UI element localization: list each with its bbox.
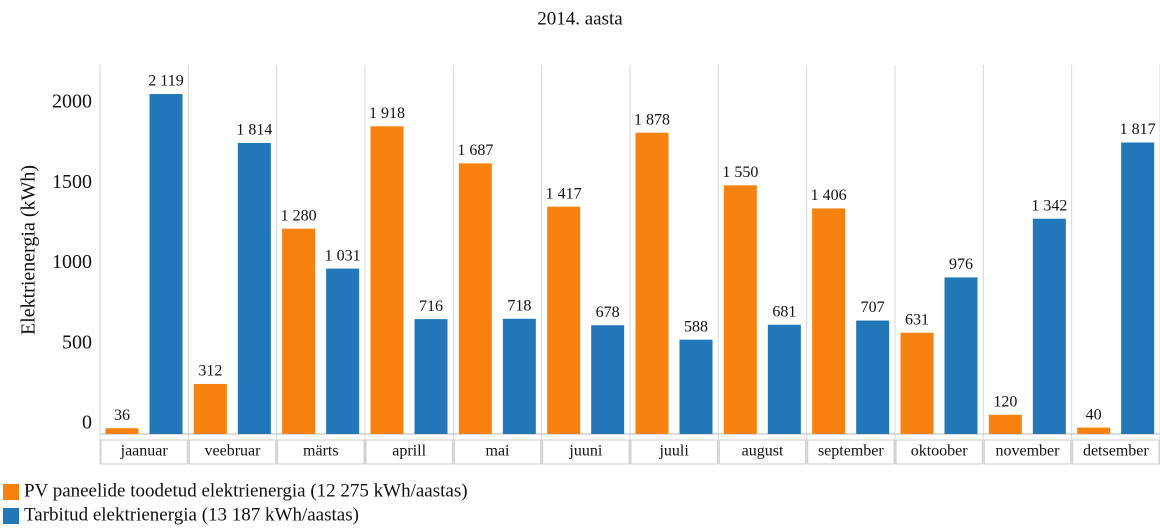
x-tick-label: detsember [1083,443,1149,460]
category-box [188,439,277,465]
bar [149,94,183,434]
legend-label: PV paneelide toodetud elektrienergia (12… [24,480,468,501]
value-label: 681 [772,303,796,320]
y-tick-label: 500 [62,331,92,353]
value-label: 36 [114,407,130,424]
category-box [100,439,188,465]
value-label: 1 814 [236,122,272,139]
value-label: 40 [1086,406,1102,423]
bar [326,268,360,434]
y-axis-label: Elektrienergia (kWh) [18,165,40,335]
bar [591,325,625,434]
value-label: 1 417 [546,185,582,202]
value-label: 718 [507,297,531,314]
legend-swatch [3,484,19,500]
value-label: 1 878 [634,111,670,128]
y-tick-label: 2000 [52,91,92,113]
bar [1077,427,1111,434]
value-label: 976 [949,256,973,273]
bar [944,277,978,434]
category-box [277,439,365,465]
x-tick-label: oktoober [911,443,969,460]
y-tick-label: 1500 [52,171,92,193]
value-label: 1 817 [1120,121,1156,138]
value-label: 588 [684,318,708,335]
category-box [895,439,983,465]
category-box [542,439,630,465]
category-box [1072,439,1160,465]
category-box [807,439,895,465]
value-label: 707 [861,299,885,316]
bar [282,228,316,434]
category-box [983,439,1072,465]
value-label: 631 [905,311,929,328]
category-box [453,439,542,465]
x-tick-label: jaanuar [120,443,169,460]
bar [414,319,448,434]
y-tick-label: 0 [82,412,92,434]
value-label: 1 280 [281,207,317,224]
bar [547,206,581,434]
x-tick-label: märts [303,443,339,460]
bar [767,324,801,434]
bar [856,320,890,434]
value-label: 1 550 [722,164,758,181]
x-tick-label: mai [486,443,511,460]
value-label: 120 [993,393,1017,410]
x-tick-label: august [742,443,784,460]
x-tick-label: veebruar [205,443,262,460]
bar [1032,218,1066,434]
value-label: 1 342 [1031,197,1067,214]
value-label: 1 031 [325,247,361,264]
bar [502,318,536,434]
category-box [365,439,453,465]
x-tick-label: juuli [658,443,689,460]
category-box [718,439,807,465]
value-label: 716 [419,298,443,315]
bar [679,339,713,434]
x-tick-label: november [996,443,1061,460]
x-tick-label: aprill [392,443,426,460]
bar [723,185,757,434]
value-label: 678 [596,304,620,321]
bar [812,208,846,434]
category-box [630,439,718,465]
bar [635,132,669,434]
legend-label: Tarbitud elektrienergia (13 187 kWh/aast… [24,504,359,525]
bar [237,142,271,434]
bar [193,383,227,434]
bar [1121,142,1155,435]
bar [370,126,404,435]
value-label: 1 406 [811,187,847,204]
x-tick-label: juuni [568,443,602,460]
value-label: 2 119 [148,73,183,90]
value-label: 312 [198,363,222,380]
y-tick-label: 1000 [52,251,92,273]
legend-swatch [3,508,19,524]
bar [900,332,934,434]
x-tick-label: september [818,443,884,460]
chart-title: 2014. aasta [537,8,623,29]
bar [105,428,139,434]
bar [458,163,492,434]
bar [988,414,1022,434]
value-label: 1 918 [369,105,405,122]
value-label: 1 687 [457,142,493,159]
